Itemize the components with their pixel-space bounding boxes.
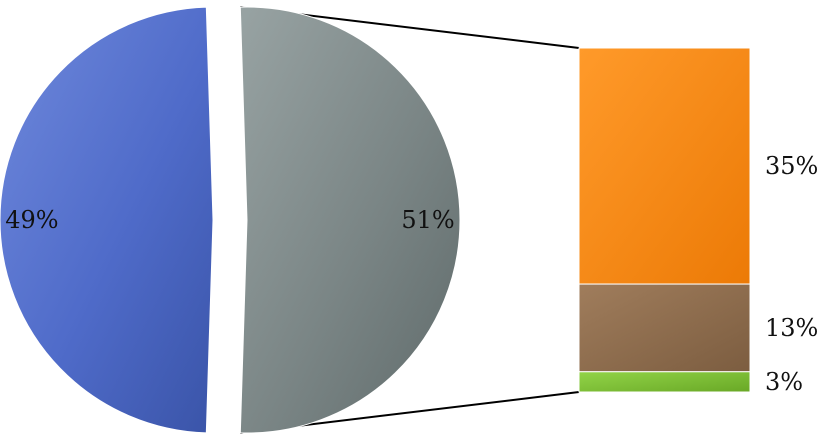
pie-slice-49 bbox=[0, 6, 214, 434]
bar-segment-35 bbox=[578, 47, 751, 285]
bar-segments bbox=[578, 47, 751, 393]
pie-slice-51 bbox=[239, 6, 461, 434]
bar-segment-13 bbox=[578, 283, 751, 373]
pie-slice-label-51: 51% bbox=[401, 206, 454, 234]
data-labels: 49% 51% 35% 13% 3% bbox=[5, 152, 817, 396]
pie-slice-label-49: 49% bbox=[5, 206, 58, 234]
pie-slices bbox=[0, 6, 461, 434]
bar-segment-3 bbox=[578, 371, 751, 393]
bar-segment-label-3: 3% bbox=[765, 368, 803, 396]
bar-segment-label-35: 35% bbox=[765, 152, 817, 180]
bar-segment-label-13: 13% bbox=[765, 314, 817, 342]
